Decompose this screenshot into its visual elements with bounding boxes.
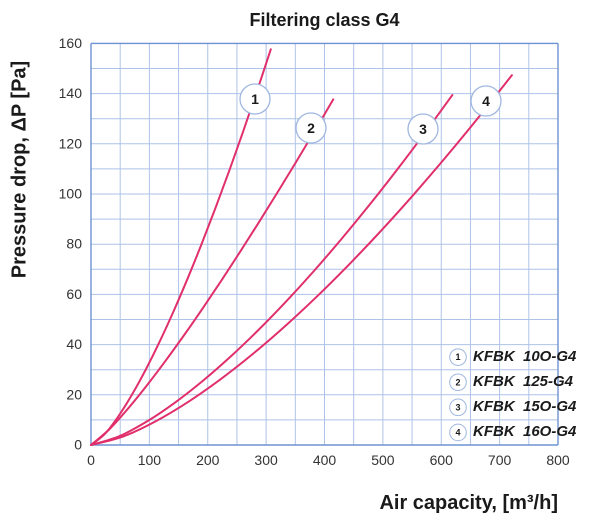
svg-text:500: 500	[371, 452, 395, 468]
svg-text:400: 400	[313, 452, 337, 468]
svg-text:0: 0	[87, 452, 95, 468]
svg-text:120: 120	[59, 135, 83, 151]
svg-text:40: 40	[66, 336, 82, 352]
svg-text:80: 80	[66, 236, 82, 252]
svg-text:2: 2	[455, 377, 460, 387]
svg-text:1: 1	[455, 352, 460, 362]
svg-text:0: 0	[74, 437, 82, 453]
svg-text:800: 800	[546, 452, 570, 468]
svg-text:140: 140	[59, 85, 83, 101]
svg-text:1: 1	[251, 91, 259, 107]
svg-text:100: 100	[59, 186, 83, 202]
svg-text:4: 4	[482, 93, 490, 109]
svg-text:200: 200	[196, 452, 220, 468]
svg-text:3: 3	[419, 121, 427, 137]
svg-text:700: 700	[488, 452, 512, 468]
svg-text:100: 100	[138, 452, 162, 468]
svg-text:3: 3	[455, 402, 460, 412]
svg-text:60: 60	[66, 286, 82, 302]
svg-text:4: 4	[455, 427, 460, 437]
svg-text:160: 160	[59, 35, 83, 51]
svg-text:2: 2	[307, 120, 315, 136]
svg-text:300: 300	[254, 452, 278, 468]
svg-text:600: 600	[430, 452, 454, 468]
svg-text:20: 20	[66, 386, 82, 402]
